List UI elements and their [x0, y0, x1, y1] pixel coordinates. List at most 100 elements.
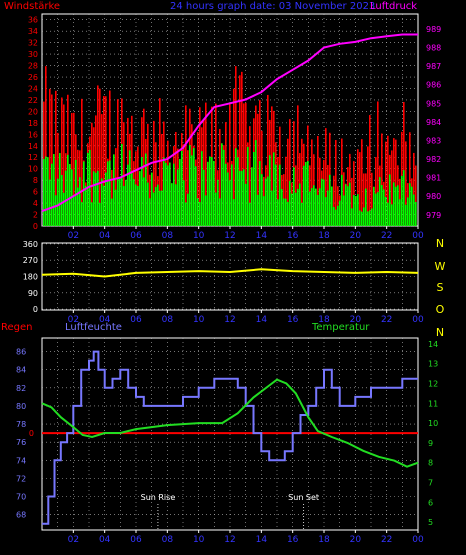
wind-avg-bar [55, 195, 57, 226]
p1-x-tick-label: 10 [193, 231, 205, 241]
wind-gust-bar [359, 152, 361, 226]
wind-avg-bar [75, 159, 77, 226]
wind-avg-bar [299, 183, 301, 226]
wind-avg-bar [95, 172, 97, 226]
p3-x-tick-label: 10 [193, 535, 205, 545]
wind-avg-bar [307, 160, 309, 226]
humidity-y-tick-label: 74 [16, 456, 26, 465]
wind-avg-bar [103, 185, 105, 226]
wind-avg-bar [333, 207, 335, 226]
wind-avg-bar [141, 157, 143, 226]
wind-avg-bar [59, 153, 61, 226]
wind-gust-bar [239, 75, 241, 227]
temperature-y-tick-label: 12 [428, 380, 438, 389]
wind-gust-bar [105, 96, 107, 226]
humidity-y-tick-label: 72 [16, 474, 26, 483]
wind-direction-line [41, 268, 419, 278]
wind-avg-bar [357, 194, 359, 226]
wind-gust-bar [369, 115, 371, 226]
wind-avg-bar [273, 152, 275, 226]
wind-gust-bar [393, 138, 395, 226]
pressure-y-tick-label: 981 [426, 174, 441, 183]
wind-avg-bar [85, 185, 87, 226]
wind-gust-bar [333, 175, 335, 226]
p1-x-tick-label: 06 [130, 231, 142, 241]
wind-avg-bar [401, 175, 403, 226]
humidity-y-tick-label: 76 [16, 438, 26, 447]
wind-y-tick-label: 32 [28, 39, 38, 48]
p3-x-tick-label: 22 [381, 535, 392, 545]
wind-avg-bar [315, 188, 317, 226]
wind-avg-bar [245, 183, 247, 226]
humidity-y-tick-label: 78 [16, 420, 26, 429]
wind-avg-bar [183, 180, 185, 226]
wind-avg-bar [405, 204, 407, 226]
wind-y-tick-label: 34 [28, 27, 38, 36]
p2-x-tick-label: 06 [130, 315, 142, 325]
wind-y-tick-label: 8 [33, 176, 38, 185]
p3-x-tick-label: 06 [130, 535, 142, 545]
wind-avg-bar [139, 171, 141, 226]
wind-avg-bar [413, 194, 415, 226]
p2-x-tick-label: 18 [318, 315, 330, 325]
wind-avg-bar [147, 182, 149, 226]
wind-gust-bar [289, 119, 291, 226]
wind-avg-bar [397, 185, 399, 226]
wind-gust-bar [405, 141, 407, 226]
p2-x-tick-label: 10 [193, 315, 205, 325]
pressure-y-tick-label: 986 [426, 81, 441, 90]
p1-x-tick-label: 04 [99, 231, 111, 241]
wind-avg-bar [151, 172, 153, 226]
temperature-title: Temperatur [311, 322, 370, 333]
wind-gust-bar [229, 103, 231, 226]
temperature-line [41, 378, 419, 468]
wind-y-tick-label: 28 [28, 62, 38, 71]
wind-avg-bar [223, 149, 225, 226]
wind-gust-bar [97, 85, 99, 226]
wind-avg-bar [99, 202, 101, 226]
p3-x-tick-label: 04 [99, 535, 111, 545]
wind-avg-bar [133, 179, 135, 226]
wind-gust-bar [235, 66, 237, 226]
wind-gust-bar [103, 96, 105, 226]
p2-x-tick-label: 02 [68, 315, 79, 325]
wind-avg-bar [101, 178, 103, 226]
wind-gust-bar [267, 94, 269, 226]
wind-avg-bar [205, 195, 207, 226]
p2-x-tick-label: 04 [99, 315, 111, 325]
wind-avg-bar [235, 148, 237, 226]
wind-avg-bar [169, 162, 171, 226]
wind-avg-bar [267, 176, 269, 226]
wind-avg-bar [167, 165, 169, 226]
wind-gust-bar [241, 71, 243, 227]
wind-avg-bar [395, 186, 397, 226]
wind-avg-bar [345, 184, 347, 226]
wind-avg-bar [309, 191, 311, 226]
wind-avg-bar [311, 188, 313, 226]
wind-avg-bar [259, 161, 261, 226]
wind-avg-bar [351, 208, 353, 226]
wind-gust-bar [109, 90, 111, 226]
wind-avg-bar [321, 178, 323, 226]
wind-gust-bar [55, 90, 57, 227]
wind-avg-bar [355, 195, 357, 226]
wind-avg-bar [359, 210, 361, 226]
wind-avg-bar [319, 188, 321, 226]
wind-avg-bar [317, 195, 319, 226]
wind-gust-bar [353, 161, 355, 226]
humidity-y-tick-label: 68 [16, 511, 26, 520]
p2-x-tick-label: 12 [224, 315, 235, 325]
wind-avg-bar [231, 164, 233, 226]
wind-avg-bar [257, 194, 259, 226]
wind-avg-bar [363, 207, 365, 226]
wind-avg-bar [73, 196, 75, 226]
pressure-y-tick-label: 982 [426, 155, 441, 164]
wind-avg-bar [367, 211, 369, 226]
wind-avg-bar [327, 190, 329, 226]
wind-gust-bar [395, 139, 397, 226]
wind-avg-bar [227, 172, 229, 226]
wind-gust-bar [271, 106, 273, 226]
wind-avg-bar [293, 167, 295, 226]
wind-avg-bar [131, 171, 133, 226]
